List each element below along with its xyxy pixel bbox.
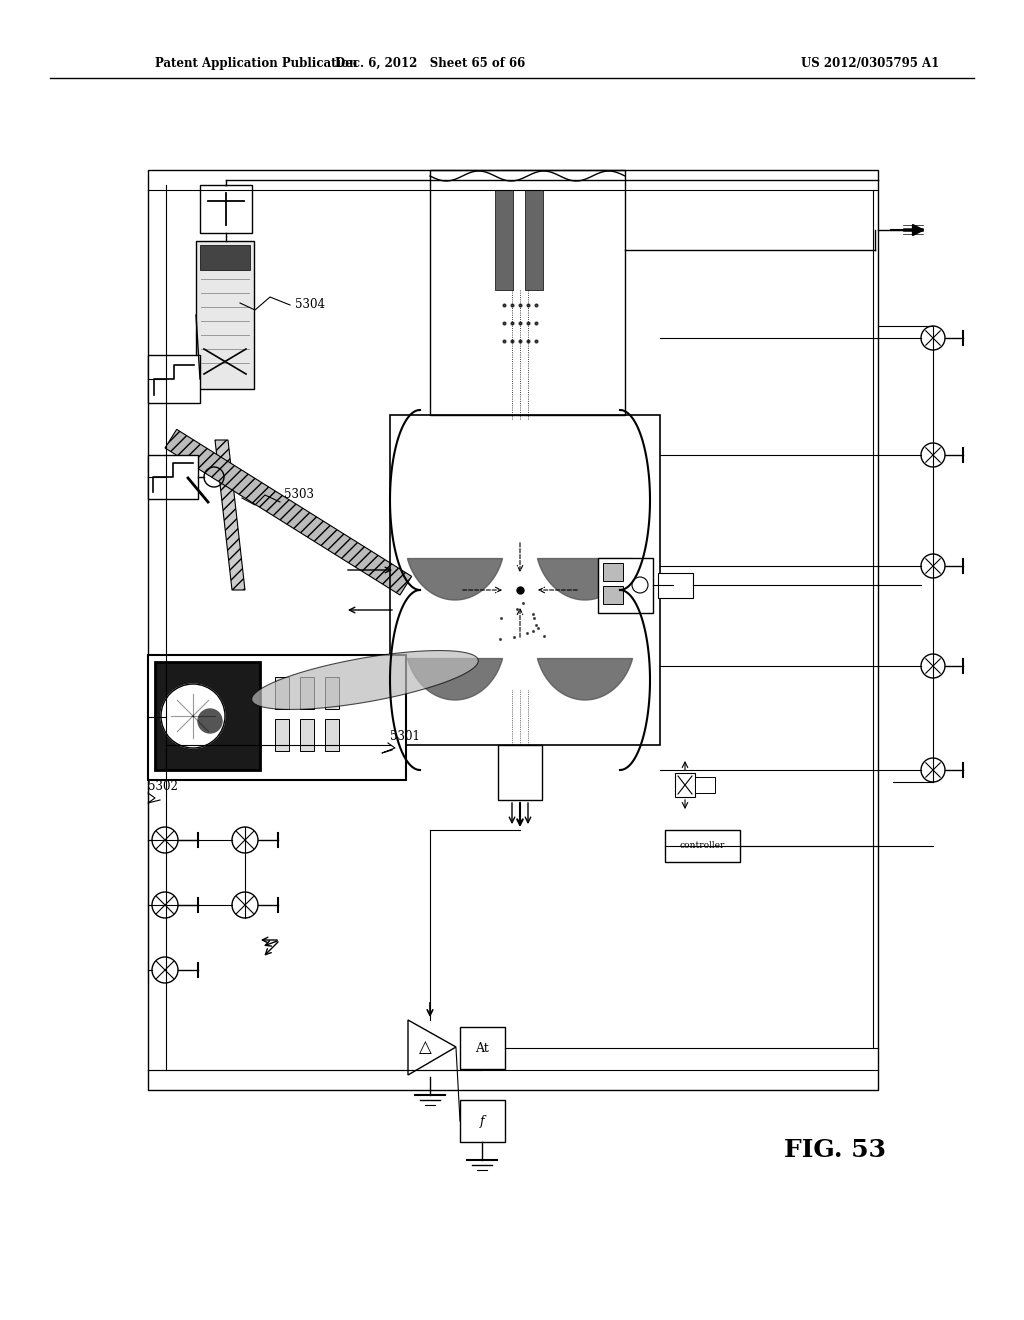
Text: △: △ xyxy=(419,1038,431,1056)
Bar xyxy=(675,774,695,797)
Text: Patent Application Publication: Patent Application Publication xyxy=(155,57,357,70)
Bar xyxy=(196,242,254,389)
Text: f: f xyxy=(479,1114,484,1127)
Bar xyxy=(148,655,406,780)
Bar xyxy=(525,190,543,290)
Bar xyxy=(200,185,252,234)
Bar xyxy=(603,586,623,605)
Polygon shape xyxy=(408,1020,456,1074)
Bar xyxy=(460,1027,505,1069)
Bar xyxy=(430,170,625,414)
Bar xyxy=(300,677,314,709)
Polygon shape xyxy=(538,659,633,700)
Bar xyxy=(695,777,715,793)
Text: 5304: 5304 xyxy=(295,298,325,312)
Polygon shape xyxy=(252,651,478,709)
Text: 5302: 5302 xyxy=(148,780,178,793)
Circle shape xyxy=(161,684,225,748)
Bar xyxy=(148,455,198,499)
Bar xyxy=(460,1100,505,1142)
Bar xyxy=(275,677,289,709)
Text: At: At xyxy=(475,1041,488,1055)
Bar xyxy=(665,830,740,862)
Bar xyxy=(658,573,693,598)
Text: FIG. 53: FIG. 53 xyxy=(784,1138,886,1162)
Bar xyxy=(598,558,653,612)
Polygon shape xyxy=(215,440,245,590)
Bar xyxy=(495,190,513,290)
Polygon shape xyxy=(408,558,503,601)
Bar xyxy=(603,564,623,581)
Polygon shape xyxy=(165,429,412,595)
Bar xyxy=(148,170,878,1090)
Bar xyxy=(275,719,289,751)
Text: Dec. 6, 2012   Sheet 65 of 66: Dec. 6, 2012 Sheet 65 of 66 xyxy=(335,57,525,70)
Bar xyxy=(200,246,250,271)
Bar xyxy=(148,355,200,403)
Text: US 2012/0305795 A1: US 2012/0305795 A1 xyxy=(801,57,939,70)
Text: 5301: 5301 xyxy=(390,730,420,743)
Bar xyxy=(325,719,339,751)
Polygon shape xyxy=(538,558,633,601)
Circle shape xyxy=(198,709,222,733)
Bar xyxy=(155,663,260,770)
Bar xyxy=(300,719,314,751)
Bar xyxy=(498,744,542,800)
Bar xyxy=(325,677,339,709)
Polygon shape xyxy=(408,659,503,700)
Text: controller: controller xyxy=(679,842,725,850)
Text: 5303: 5303 xyxy=(284,488,314,502)
Bar xyxy=(390,414,660,744)
